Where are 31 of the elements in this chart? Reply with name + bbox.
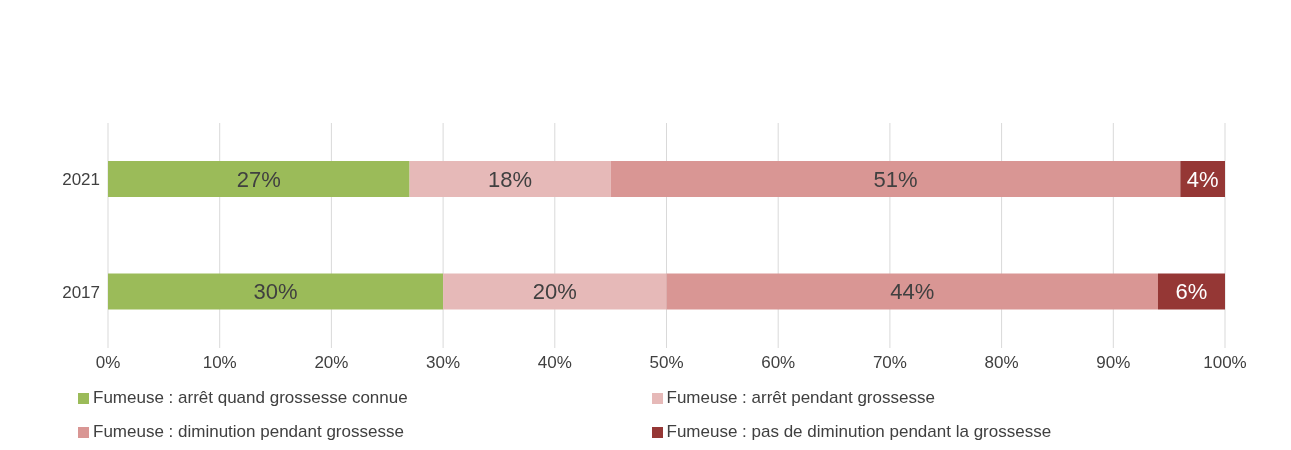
y-tick-label: 2021 <box>62 170 100 190</box>
data-label: 18% <box>488 166 533 192</box>
x-tick-label: 100% <box>1203 353 1247 373</box>
x-tick-label: 80% <box>984 353 1019 373</box>
data-label: 4% <box>1186 166 1219 192</box>
x-tick-label: 0% <box>95 353 121 373</box>
legend-label: Fumeuse : pas de diminution pendant la grossesse <box>666 422 1052 442</box>
data-label: 27% <box>236 166 281 192</box>
data-label: 30% <box>253 279 298 305</box>
bar <box>108 161 410 197</box>
bar <box>666 273 1158 310</box>
bar <box>610 161 1181 197</box>
y-tick-label: 2017 <box>62 282 100 302</box>
data-label: 44% <box>890 279 935 305</box>
bar <box>108 273 444 310</box>
x-tick-label: 90% <box>1096 353 1131 373</box>
legend-label: Fumeuse : arrêt pendant grossesse <box>666 388 935 408</box>
x-tick-label: 30% <box>426 353 461 373</box>
x-tick-label: 60% <box>761 353 796 373</box>
bar <box>443 273 667 310</box>
x-tick-label: 40% <box>537 353 572 373</box>
data-label: 6% <box>1175 279 1208 305</box>
x-tick-label: 50% <box>649 353 684 373</box>
data-label: 20% <box>532 279 577 305</box>
legend-label: Fumeuse : arrêt quand grossesse connue <box>93 388 408 408</box>
x-tick-label: 70% <box>872 353 907 373</box>
x-tick-label: 10% <box>202 353 237 373</box>
data-label: 51% <box>873 166 918 192</box>
bar <box>409 161 611 197</box>
x-tick-label: 20% <box>314 353 349 373</box>
legend-label: Fumeuse : diminution pendant grossesse <box>93 422 404 442</box>
